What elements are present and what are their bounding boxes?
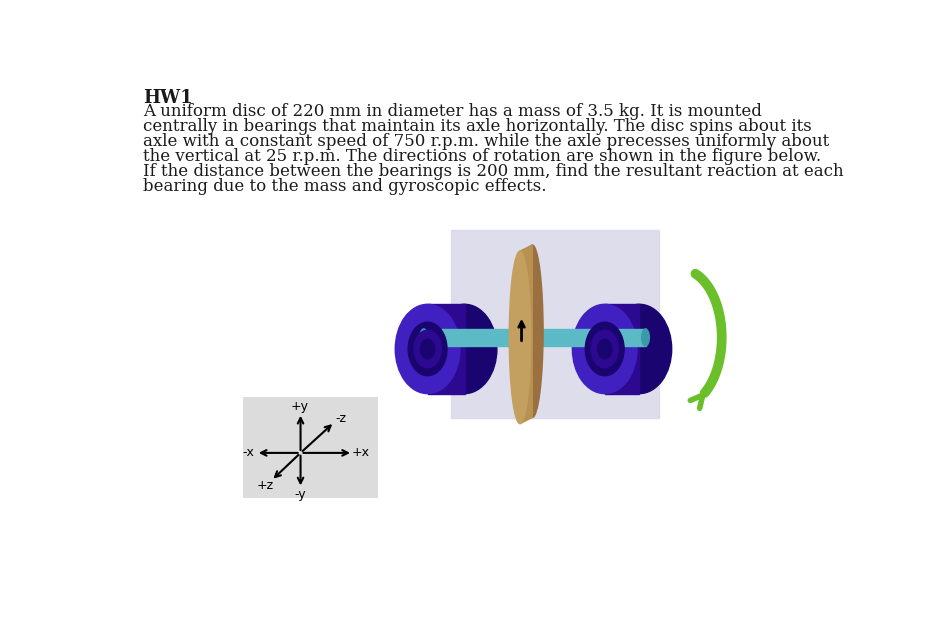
Ellipse shape (408, 322, 447, 375)
Ellipse shape (585, 322, 624, 375)
Polygon shape (424, 329, 645, 346)
Text: -y: -y (295, 488, 307, 501)
Text: +y: +y (291, 400, 309, 413)
Ellipse shape (591, 330, 618, 368)
Ellipse shape (572, 304, 637, 394)
Text: A uniform disc of 220 mm in diameter has a mass of 3.5 kg. It is mounted: A uniform disc of 220 mm in diameter has… (143, 103, 762, 120)
Ellipse shape (420, 329, 428, 346)
Ellipse shape (414, 330, 441, 368)
Ellipse shape (509, 251, 531, 423)
Text: -z: -z (335, 412, 346, 425)
Ellipse shape (420, 339, 434, 358)
Polygon shape (605, 304, 640, 394)
Text: HW1: HW1 (143, 89, 192, 108)
Bar (243, 398, 377, 498)
Ellipse shape (432, 304, 497, 394)
Text: -x: -x (242, 447, 254, 459)
Text: +x: +x (352, 447, 370, 459)
Polygon shape (520, 245, 532, 423)
Ellipse shape (395, 304, 460, 394)
Ellipse shape (642, 329, 649, 346)
Text: bearing due to the mass and gyroscopic effects.: bearing due to the mass and gyroscopic e… (143, 178, 546, 195)
Text: If the distance between the bearings is 200 mm, find the resultant reaction at e: If the distance between the bearings is … (143, 163, 843, 180)
Text: +z: +z (257, 479, 274, 492)
Polygon shape (428, 304, 464, 394)
Text: the vertical at 25 r.p.m. The directions of rotation are shown in the figure bel: the vertical at 25 r.p.m. The directions… (143, 149, 821, 165)
Ellipse shape (607, 304, 672, 394)
Ellipse shape (598, 339, 612, 358)
Ellipse shape (522, 245, 543, 418)
Polygon shape (450, 229, 658, 418)
Text: axle with a constant speed of 750 r.p.m. while the axle precesses uniformly abou: axle with a constant speed of 750 r.p.m.… (143, 134, 829, 151)
Text: centrally in bearings that maintain its axle horizontally. The disc spins about : centrally in bearings that maintain its … (143, 118, 811, 135)
